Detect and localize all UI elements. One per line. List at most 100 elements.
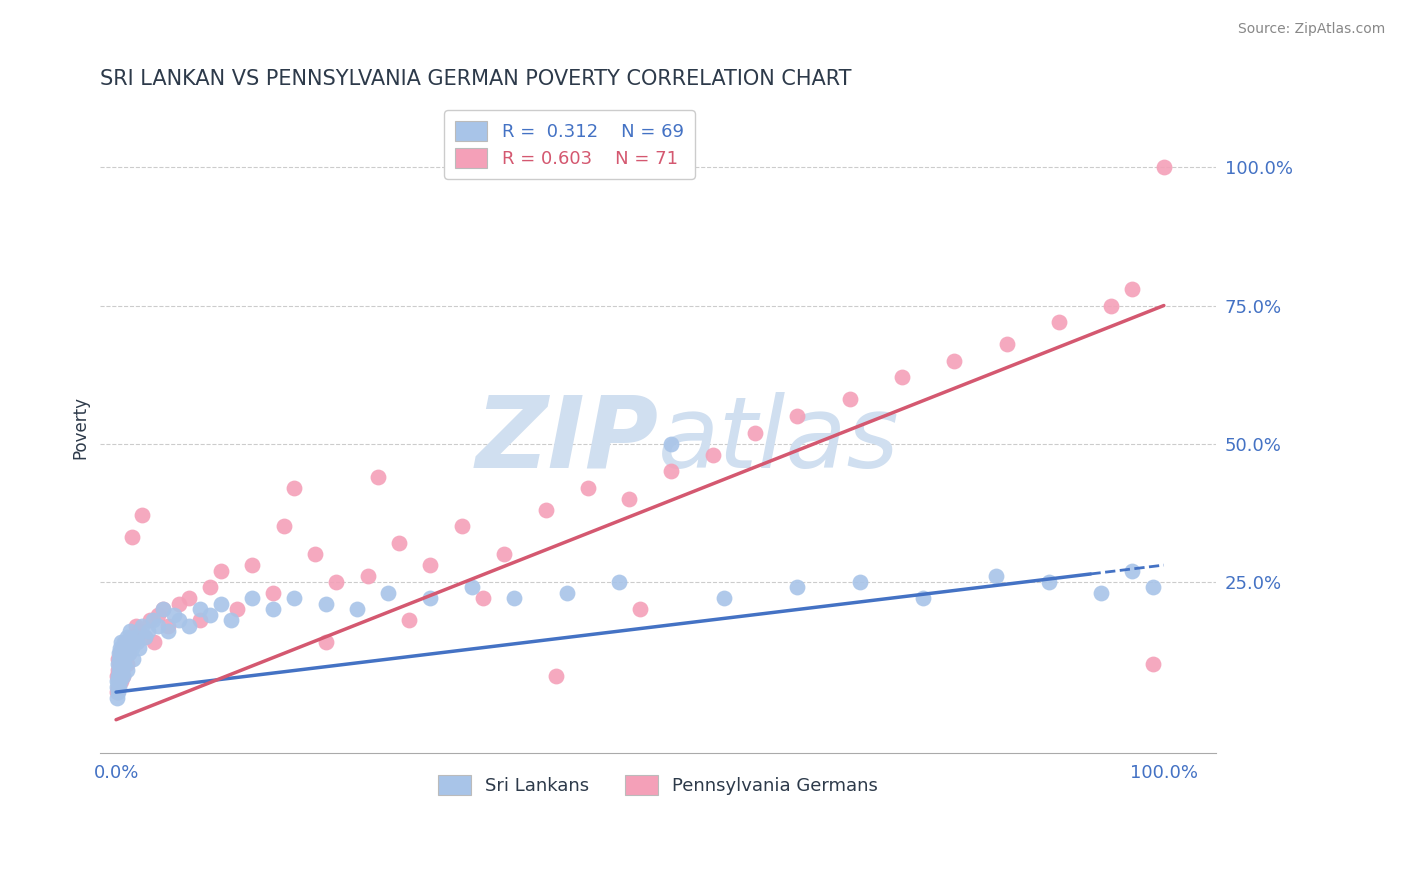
Point [346,602,368,616]
Point [546,668,568,682]
Point [125,619,148,633]
Point [120,630,142,644]
Point [1038,574,1060,589]
Point [943,353,966,368]
Point [661,436,683,450]
Point [112,652,135,666]
Point [1121,564,1143,578]
Point [1090,585,1112,599]
Point [110,674,132,689]
Point [262,585,284,599]
Point [122,635,145,649]
Point [200,607,222,622]
Point [105,680,128,694]
Point [107,685,129,699]
Point [114,657,136,672]
Point [713,591,735,606]
Point [461,580,484,594]
Point [107,652,129,666]
Point [838,392,860,407]
Point [138,613,160,627]
Point [107,668,129,682]
Point [262,602,284,616]
Point [108,652,131,666]
Point [136,624,159,639]
Point [628,602,651,616]
Point [702,448,724,462]
Point [786,409,808,423]
Point [890,370,912,384]
Point [146,619,169,633]
Point [110,647,132,661]
Point [315,635,337,649]
Point [107,680,129,694]
Point [325,574,347,589]
Point [111,663,134,677]
Point [304,547,326,561]
Point [110,674,132,689]
Point [110,657,132,672]
Point [112,668,135,682]
Point [450,519,472,533]
Point [619,491,641,506]
Point [163,607,186,622]
Point [157,624,180,639]
Point [398,613,420,627]
Point [1101,299,1123,313]
Point [114,640,136,655]
Point [107,657,129,672]
Point [131,619,153,633]
Point [786,580,808,594]
Point [209,597,232,611]
Point [108,657,131,672]
Point [240,558,263,573]
Point [471,591,494,606]
Point [114,652,136,666]
Point [128,624,150,639]
Point [117,647,139,661]
Point [1142,580,1164,594]
Point [388,536,411,550]
Point [117,640,139,655]
Point [849,574,872,589]
Point [986,569,1008,583]
Point [105,668,128,682]
Point [152,602,174,616]
Point [108,663,131,677]
Point [179,619,201,633]
Point [105,685,128,699]
Point [225,602,247,616]
Legend: Sri Lankans, Pennsylvania Germans: Sri Lankans, Pennsylvania Germans [432,768,886,803]
Point [115,630,138,644]
Text: Source: ZipAtlas.com: Source: ZipAtlas.com [1237,22,1385,37]
Point [110,668,132,682]
Point [1047,315,1070,329]
Point [110,640,132,655]
Point [315,597,337,611]
Point [124,630,146,644]
Point [576,481,599,495]
Point [1153,161,1175,175]
Point [142,613,165,627]
Point [157,619,180,633]
Point [112,668,135,682]
Point [209,564,232,578]
Point [200,580,222,594]
Point [134,630,156,644]
Point [142,635,165,649]
Point [108,647,131,661]
Point [377,585,399,599]
Point [128,640,150,655]
Point [911,591,934,606]
Point [114,635,136,649]
Point [221,613,243,627]
Point [134,630,156,644]
Point [419,558,441,573]
Point [114,635,136,649]
Point [110,657,132,672]
Point [105,674,128,689]
Point [111,647,134,661]
Point [419,591,441,606]
Point [167,597,190,611]
Point [273,519,295,533]
